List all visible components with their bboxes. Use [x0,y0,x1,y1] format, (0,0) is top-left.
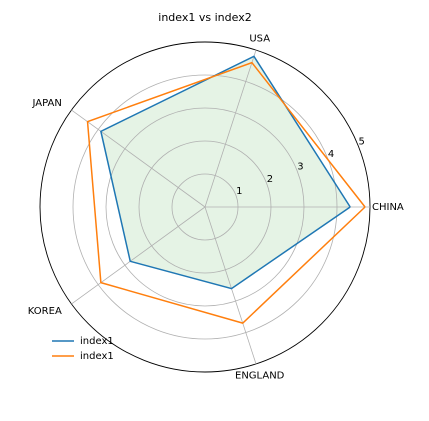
series-line [86,61,366,324]
r-tick-label: 2 [267,174,273,185]
spoke [71,206,206,305]
category-label: JAPAN [31,98,61,109]
r-tick-label: 1 [236,186,242,197]
spoke [204,49,257,208]
category-label: ENGLAND [235,370,285,381]
category-label: USA [249,34,270,45]
category-label: KOREA [28,306,62,317]
r-tick-label: 4 [328,149,334,160]
spoke [204,206,257,365]
series-area [100,56,351,289]
r-tick-label: 3 [297,161,303,172]
legend-label: index1 [80,336,114,347]
chart-title: index1 vs index2 [158,11,251,24]
spoke [71,109,206,208]
legend-label: index1 [80,351,114,362]
series-line [100,55,351,290]
r-tick-label: 5 [359,137,365,148]
category-label: CHINA [372,202,404,213]
